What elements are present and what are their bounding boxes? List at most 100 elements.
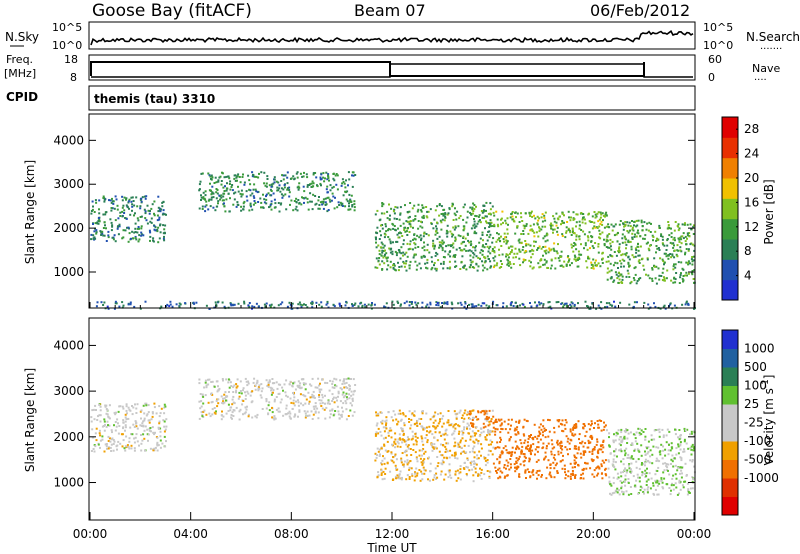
power-cell [418,236,421,239]
velocity-cell [378,448,381,451]
velocity-cell [657,493,660,496]
power-ytick-label-2: 3000 [53,177,84,191]
power-cell [513,252,516,255]
velocity-cell [686,428,689,431]
velocity-cell [582,426,585,429]
velocity-cell [128,440,131,443]
velocity-cell [666,428,669,431]
power-cell [622,223,625,226]
power-cell [462,218,465,221]
power-cell [672,265,675,268]
velocity-cell [567,475,570,478]
power-cell [632,229,635,232]
power-cell [656,239,659,242]
power-cell [230,304,233,307]
power-cell [252,203,255,206]
power-cell [464,301,467,303]
power-cell [318,303,321,306]
velocity-cell [450,423,453,425]
velocity-cell [581,440,584,443]
velocity-cell [221,410,223,413]
velocity-cell [618,438,621,441]
power-cell [553,242,556,245]
velocity-cell [527,437,530,440]
velocity-cell [612,458,615,461]
velocity-cell [421,454,423,457]
velocity-cell [402,465,405,468]
velocity-cell [683,430,686,432]
power-cell [531,267,534,270]
velocity-cell [676,469,679,472]
power-cell [465,249,468,252]
velocity-cell [136,440,139,443]
velocity-cell [586,462,589,465]
power-cell [431,260,433,263]
velocity-cell [484,418,486,421]
power-cell [111,236,114,239]
power-cell [337,201,340,204]
power-cell [90,233,93,236]
power-cell [254,188,257,191]
power-cell [505,242,508,245]
power-cell [397,261,399,264]
velocity-cell [510,424,512,427]
power-cell [639,235,642,238]
power-cell [661,258,664,261]
power-cell [110,209,113,212]
power-cell [635,282,638,285]
power-cell [157,195,160,198]
velocity-cell [324,394,326,397]
power-cell [492,257,495,260]
power-cell [209,175,212,178]
power-cell [629,282,632,285]
power-cell [577,265,580,268]
velocity-cell [543,427,546,430]
power-cell [575,221,578,224]
velocity-cell [99,409,102,412]
power-cell [425,233,428,235]
velocity-cell [251,390,254,393]
power-cell [611,240,614,243]
power-cell [306,176,309,179]
velocity-cell [332,398,335,400]
power-cell [685,301,688,304]
velocity-cell [580,456,583,459]
power-cell [508,252,511,255]
power-cell [587,257,589,260]
power-cell [555,221,558,224]
velocity-cell [221,378,224,380]
velocity-cell [466,422,469,425]
velocity-cell [398,433,401,436]
velocity-cell [469,435,472,438]
velocity-cell [608,444,611,447]
velocity-cell [585,430,588,433]
velocity-cell [505,459,508,462]
power-cell [588,307,591,310]
power-cell [590,263,593,266]
velocity-cell [142,425,145,428]
velocity-cell [95,427,98,430]
velocity-cell [231,398,234,401]
power-cell [583,233,586,236]
velocity-cell [541,431,544,434]
power-cell [169,300,172,303]
velocity-cell [638,476,641,479]
power-cell [306,201,309,204]
power-cell [606,234,609,237]
velocity-colorbar-swatch-8 [722,348,738,368]
velocity-cell [529,476,532,479]
power-cell [515,216,517,219]
power-cell [119,211,122,214]
power-cell [160,305,163,308]
power-cell [685,271,688,274]
power-cell [414,246,417,249]
power-cell [199,180,202,183]
power-cell [425,305,428,308]
power-cell [179,303,182,306]
power-cell [677,261,680,264]
power-cell [535,231,538,234]
velocity-cell [520,452,523,455]
power-cell [134,231,137,233]
velocity-cell [270,389,273,392]
power-cell [606,239,609,242]
